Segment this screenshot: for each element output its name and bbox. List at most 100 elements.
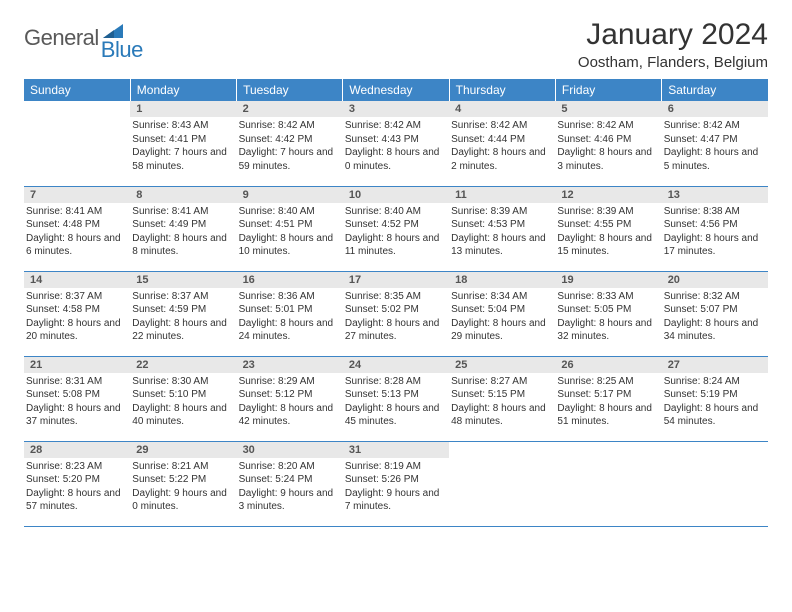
day-number: 6 — [662, 101, 768, 117]
sunrise-text: Sunrise: 8:42 AM — [451, 119, 551, 133]
weekday-header: Wednesday — [343, 79, 449, 101]
calendar-cell: 12Sunrise: 8:39 AMSunset: 4:55 PMDayligh… — [555, 186, 661, 271]
daylight-text: Daylight: 8 hours and 40 minutes. — [132, 402, 232, 429]
day-info: Sunrise: 8:42 AMSunset: 4:47 PMDaylight:… — [662, 117, 768, 175]
sunrise-text: Sunrise: 8:40 AM — [239, 205, 339, 219]
daylight-text: Daylight: 8 hours and 42 minutes. — [239, 402, 339, 429]
sunrise-text: Sunrise: 8:30 AM — [132, 375, 232, 389]
weekday-header: Sunday — [24, 79, 130, 101]
sunrise-text: Sunrise: 8:42 AM — [239, 119, 339, 133]
day-info: Sunrise: 8:30 AMSunset: 5:10 PMDaylight:… — [130, 373, 236, 431]
sunset-text: Sunset: 4:43 PM — [345, 133, 445, 147]
calendar-cell: 21Sunrise: 8:31 AMSunset: 5:08 PMDayligh… — [24, 356, 130, 441]
day-number: 10 — [343, 187, 449, 203]
day-info: Sunrise: 8:23 AMSunset: 5:20 PMDaylight:… — [24, 458, 130, 516]
daylight-text: Daylight: 9 hours and 7 minutes. — [345, 487, 445, 514]
day-info: Sunrise: 8:40 AMSunset: 4:51 PMDaylight:… — [237, 203, 343, 261]
day-number: 15 — [130, 272, 236, 288]
day-number: 29 — [130, 442, 236, 458]
calendar-row: 7Sunrise: 8:41 AMSunset: 4:48 PMDaylight… — [24, 186, 768, 271]
day-info: Sunrise: 8:24 AMSunset: 5:19 PMDaylight:… — [662, 373, 768, 431]
daylight-text: Daylight: 8 hours and 51 minutes. — [557, 402, 657, 429]
sunset-text: Sunset: 5:10 PM — [132, 388, 232, 402]
calendar-row: 1Sunrise: 8:43 AMSunset: 4:41 PMDaylight… — [24, 101, 768, 186]
sunrise-text: Sunrise: 8:43 AM — [132, 119, 232, 133]
sunset-text: Sunset: 5:08 PM — [26, 388, 126, 402]
sunrise-text: Sunrise: 8:33 AM — [557, 290, 657, 304]
day-info: Sunrise: 8:20 AMSunset: 5:24 PMDaylight:… — [237, 458, 343, 516]
weekday-header: Thursday — [449, 79, 555, 101]
day-info: Sunrise: 8:39 AMSunset: 4:55 PMDaylight:… — [555, 203, 661, 261]
day-info: Sunrise: 8:32 AMSunset: 5:07 PMDaylight:… — [662, 288, 768, 346]
daylight-text: Daylight: 8 hours and 17 minutes. — [664, 232, 764, 259]
daylight-text: Daylight: 8 hours and 6 minutes. — [26, 232, 126, 259]
calendar-row: 21Sunrise: 8:31 AMSunset: 5:08 PMDayligh… — [24, 356, 768, 441]
day-number: 12 — [555, 187, 661, 203]
day-info: Sunrise: 8:41 AMSunset: 4:48 PMDaylight:… — [24, 203, 130, 261]
calendar-cell: 3Sunrise: 8:42 AMSunset: 4:43 PMDaylight… — [343, 101, 449, 186]
day-number: 21 — [24, 357, 130, 373]
calendar-cell: 14Sunrise: 8:37 AMSunset: 4:58 PMDayligh… — [24, 271, 130, 356]
weekday-header: Monday — [130, 79, 236, 101]
sunrise-text: Sunrise: 8:29 AM — [239, 375, 339, 389]
sunset-text: Sunset: 5:22 PM — [132, 473, 232, 487]
calendar-row: 28Sunrise: 8:23 AMSunset: 5:20 PMDayligh… — [24, 441, 768, 526]
sunset-text: Sunset: 4:59 PM — [132, 303, 232, 317]
day-number: 1 — [130, 101, 236, 117]
sunset-text: Sunset: 4:56 PM — [664, 218, 764, 232]
sunset-text: Sunset: 4:49 PM — [132, 218, 232, 232]
calendar-cell: 7Sunrise: 8:41 AMSunset: 4:48 PMDaylight… — [24, 186, 130, 271]
sunrise-text: Sunrise: 8:35 AM — [345, 290, 445, 304]
sunrise-text: Sunrise: 8:27 AM — [451, 375, 551, 389]
calendar-cell: 31Sunrise: 8:19 AMSunset: 5:26 PMDayligh… — [343, 441, 449, 526]
sunrise-text: Sunrise: 8:37 AM — [26, 290, 126, 304]
daylight-text: Daylight: 8 hours and 20 minutes. — [26, 317, 126, 344]
sunrise-text: Sunrise: 8:20 AM — [239, 460, 339, 474]
day-info: Sunrise: 8:27 AMSunset: 5:15 PMDaylight:… — [449, 373, 555, 431]
sunset-text: Sunset: 5:20 PM — [26, 473, 126, 487]
sunrise-text: Sunrise: 8:41 AM — [26, 205, 126, 219]
day-info: Sunrise: 8:19 AMSunset: 5:26 PMDaylight:… — [343, 458, 449, 516]
sunset-text: Sunset: 5:17 PM — [557, 388, 657, 402]
calendar-cell: 25Sunrise: 8:27 AMSunset: 5:15 PMDayligh… — [449, 356, 555, 441]
day-info: Sunrise: 8:36 AMSunset: 5:01 PMDaylight:… — [237, 288, 343, 346]
day-number: 22 — [130, 357, 236, 373]
sunrise-text: Sunrise: 8:19 AM — [345, 460, 445, 474]
calendar-cell: 8Sunrise: 8:41 AMSunset: 4:49 PMDaylight… — [130, 186, 236, 271]
sunrise-text: Sunrise: 8:39 AM — [557, 205, 657, 219]
calendar-cell: 19Sunrise: 8:33 AMSunset: 5:05 PMDayligh… — [555, 271, 661, 356]
daylight-text: Daylight: 8 hours and 24 minutes. — [239, 317, 339, 344]
logo: General Blue — [24, 18, 165, 51]
sunrise-text: Sunrise: 8:42 AM — [664, 119, 764, 133]
sunset-text: Sunset: 4:42 PM — [239, 133, 339, 147]
day-number: 8 — [130, 187, 236, 203]
calendar-cell: 26Sunrise: 8:25 AMSunset: 5:17 PMDayligh… — [555, 356, 661, 441]
day-number: 16 — [237, 272, 343, 288]
daylight-text: Daylight: 8 hours and 29 minutes. — [451, 317, 551, 344]
day-info: Sunrise: 8:40 AMSunset: 4:52 PMDaylight:… — [343, 203, 449, 261]
calendar-table: Sunday Monday Tuesday Wednesday Thursday… — [24, 79, 768, 527]
sunrise-text: Sunrise: 8:21 AM — [132, 460, 232, 474]
calendar-cell: 23Sunrise: 8:29 AMSunset: 5:12 PMDayligh… — [237, 356, 343, 441]
calendar-cell: 24Sunrise: 8:28 AMSunset: 5:13 PMDayligh… — [343, 356, 449, 441]
sunset-text: Sunset: 5:26 PM — [345, 473, 445, 487]
sunrise-text: Sunrise: 8:38 AM — [664, 205, 764, 219]
daylight-text: Daylight: 8 hours and 27 minutes. — [345, 317, 445, 344]
calendar-cell: 20Sunrise: 8:32 AMSunset: 5:07 PMDayligh… — [662, 271, 768, 356]
calendar-cell — [555, 441, 661, 526]
daylight-text: Daylight: 8 hours and 5 minutes. — [664, 146, 764, 173]
day-info: Sunrise: 8:33 AMSunset: 5:05 PMDaylight:… — [555, 288, 661, 346]
daylight-text: Daylight: 7 hours and 59 minutes. — [239, 146, 339, 173]
day-number: 2 — [237, 101, 343, 117]
day-info: Sunrise: 8:25 AMSunset: 5:17 PMDaylight:… — [555, 373, 661, 431]
sunrise-text: Sunrise: 8:42 AM — [557, 119, 657, 133]
day-number: 17 — [343, 272, 449, 288]
calendar-cell: 4Sunrise: 8:42 AMSunset: 4:44 PMDaylight… — [449, 101, 555, 186]
daylight-text: Daylight: 8 hours and 11 minutes. — [345, 232, 445, 259]
sunrise-text: Sunrise: 8:23 AM — [26, 460, 126, 474]
day-number: 26 — [555, 357, 661, 373]
calendar-cell: 16Sunrise: 8:36 AMSunset: 5:01 PMDayligh… — [237, 271, 343, 356]
calendar-cell: 22Sunrise: 8:30 AMSunset: 5:10 PMDayligh… — [130, 356, 236, 441]
daylight-text: Daylight: 8 hours and 10 minutes. — [239, 232, 339, 259]
weekday-header: Tuesday — [237, 79, 343, 101]
